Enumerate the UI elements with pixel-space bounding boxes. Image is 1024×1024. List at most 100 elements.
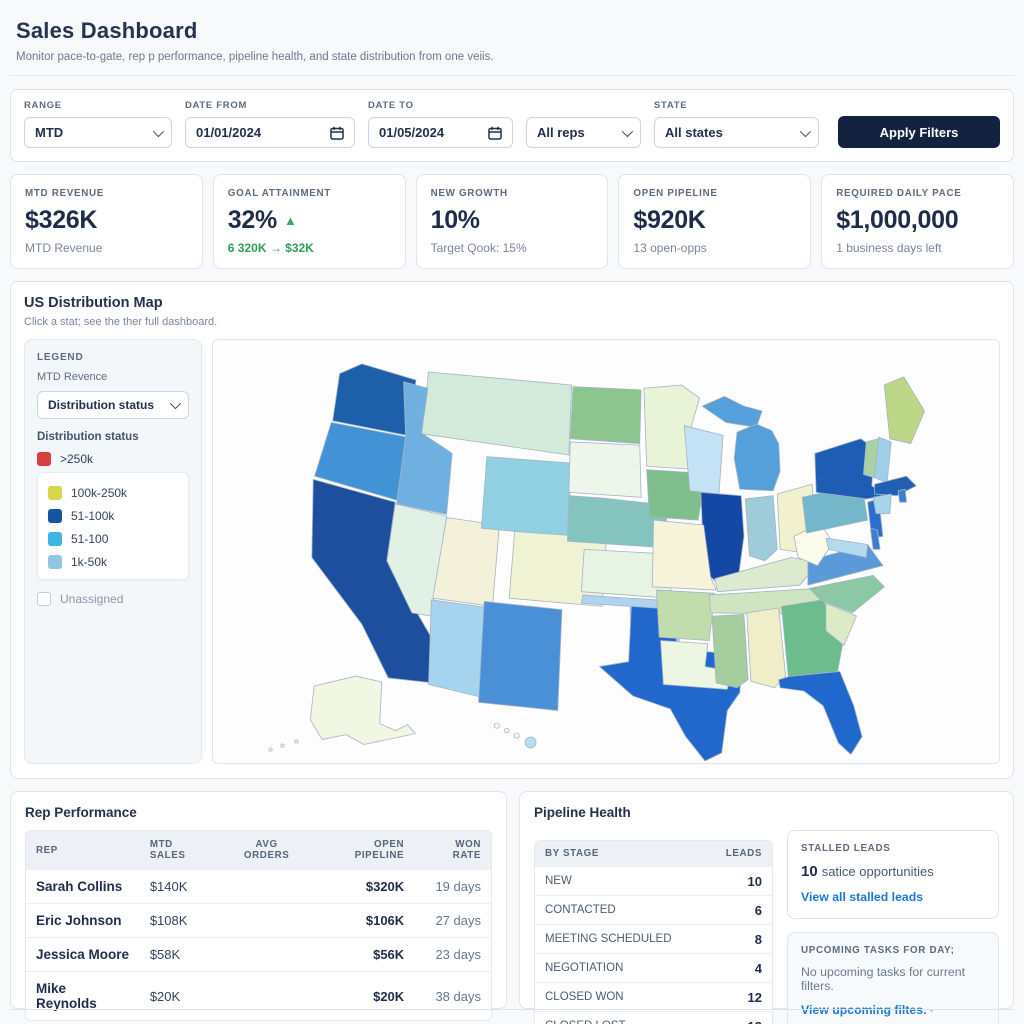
state-al[interactable] (747, 608, 786, 688)
table-row[interactable]: NEGOTIATION 4 (535, 953, 772, 983)
state-wi[interactable] (684, 426, 723, 494)
kpi-row: MTD REVENUE $326K MTD Revenue GOAL ATTAI… (10, 174, 1014, 269)
state-ak[interactable] (310, 676, 415, 744)
kpi-subtext: 1 business days left (836, 241, 942, 255)
view-stalled-leads-link[interactable]: View all stalled leads (801, 890, 924, 904)
col-by-stage: BY STAGE (535, 841, 707, 867)
reps-select[interactable]: All reps (526, 117, 641, 148)
open-pipeline-value: $106K (311, 903, 415, 938)
state-md[interactable] (826, 538, 868, 558)
state-in[interactable] (745, 496, 777, 561)
kpi-label: OPEN PIPELINE (633, 188, 718, 199)
leads-count: 4 (706, 953, 772, 983)
date-from-filter: DATE FROM 01/01/2024 (185, 100, 355, 148)
date-to-value: 01/05/2024 (379, 125, 445, 140)
legend-metric-select[interactable]: Distribution status (37, 391, 189, 419)
won-rate-value: 38 days (414, 971, 491, 1020)
chevron-down-icon (799, 125, 812, 137)
open-pipeline-value: $56K (311, 937, 415, 972)
bottom-row: Rep Performance REP MTD SALES AVG ORDERS… (10, 791, 1014, 1024)
pipeline-health-section: Pipeline Health BY STAGE LEADS NEW 10 CON… (519, 791, 1014, 1024)
state-hi[interactable] (525, 737, 536, 748)
state-nm[interactable] (479, 601, 562, 710)
col-mtd-sales: MTD SALES (139, 831, 222, 870)
state-sd[interactable] (569, 442, 641, 497)
leads-count: 10 (706, 866, 772, 896)
state-wa[interactable] (333, 364, 416, 436)
state-ri[interactable] (898, 489, 906, 502)
range-select[interactable]: MTD (24, 117, 172, 148)
upcoming-tasks-panel: UPCOMING TASKS FOR DAY; No upcoming task… (787, 932, 999, 1024)
state-de[interactable] (870, 528, 880, 549)
trend-up-icon: ▲ (283, 213, 297, 228)
state-mt[interactable] (422, 372, 572, 455)
date-to-filter: DATE TO 01/05/2024 (368, 100, 513, 148)
us-choropleth-map[interactable] (212, 339, 1000, 764)
state-me[interactable] (884, 377, 924, 444)
state-mi-upper[interactable] (702, 396, 762, 427)
table-row[interactable]: CLOSED LOST13 (535, 1011, 772, 1024)
unassigned-checkbox[interactable] (37, 592, 51, 606)
kpi-subtext: Target Qook: 15% (430, 241, 527, 255)
state-fl[interactable] (779, 671, 862, 754)
kpi-value-number: 32% (227, 206, 277, 234)
legend-item: 51-100 (48, 532, 178, 546)
state-nc[interactable] (809, 575, 884, 612)
col-avg-orders: AVG ORDERS (221, 831, 312, 870)
table-row[interactable]: NEW 10 (535, 866, 772, 896)
footer-divider (10, 1009, 1014, 1010)
rep-name: Sarah Collins (26, 869, 140, 904)
rep-performance-title: Rep Performance (25, 805, 137, 820)
rep-performance-section: Rep Performance REP MTD SALES AVG ORDERS… (10, 791, 507, 1021)
calendar-icon (488, 126, 502, 140)
avg-orders-value (221, 903, 312, 938)
reps-label (526, 100, 641, 111)
state-filter: STATE All states (654, 100, 819, 148)
open-pipeline-value: $320K (311, 869, 415, 904)
won-rate-value: 27 days (414, 903, 491, 938)
stage-label: NEGOTIATION (535, 953, 707, 983)
state-nv[interactable] (387, 504, 447, 616)
stage-label: MEETING SCHEDULED (535, 924, 707, 954)
mtd-sales-value: $140K (139, 869, 222, 904)
table-row[interactable]: Eric Johnson $108K $106K 27 days (26, 903, 491, 938)
state-ct[interactable] (873, 494, 891, 514)
state-mi[interactable] (734, 424, 780, 491)
date-to-input[interactable]: 01/05/2024 (368, 117, 513, 148)
state-hi-group (494, 723, 536, 748)
date-from-input[interactable]: 01/01/2024 (185, 117, 355, 148)
chevron-down-icon (621, 125, 634, 137)
page-header: Sales Dashboard Monitor pace-to-gate, re… (10, 0, 1014, 76)
avg-orders-value (221, 937, 312, 972)
pipeline-health-table: BY STAGE LEADS NEW 10 CONTACTED 6 MEETING … (534, 840, 773, 1024)
state-select[interactable]: All states (654, 117, 819, 148)
legend-swatch (37, 452, 51, 466)
table-row[interactable]: Mike Reynolds $20K $20K 38 days (26, 971, 491, 1020)
table-row[interactable]: Sarah Collins $140K $320K 19 days (26, 869, 491, 904)
state-wy[interactable] (481, 457, 571, 537)
won-rate-value: 23 days (414, 937, 491, 972)
state-ar[interactable] (656, 590, 714, 640)
state-ma[interactable] (875, 476, 917, 496)
stalled-leads-line: 10 satice opportunities (801, 863, 985, 880)
unassigned-row: Unassigned (37, 592, 189, 606)
table-row[interactable]: Jessica Moore $58K $56K 23 days (26, 937, 491, 972)
state-mo[interactable] (652, 520, 716, 590)
kpi-required-daily-pace: REQUIRED DAILY PACE $1,000,000 1 busines… (821, 174, 1014, 269)
state-sc[interactable] (826, 603, 857, 645)
pipeline-health-title: Pipeline Health (534, 805, 631, 820)
state-id[interactable] (397, 382, 453, 515)
map-legend: LEGEND MTD Revence Distribution status D… (24, 339, 202, 764)
table-row[interactable]: CONTACTED 6 (535, 895, 772, 925)
kpi-value: 10% (430, 206, 480, 234)
state-nd[interactable] (570, 387, 641, 444)
view-upcoming-filters-link[interactable]: View upcoming filtes. (801, 1003, 927, 1017)
stage-label: CLOSED WON (535, 982, 707, 1012)
legend-item: >250k (37, 452, 189, 466)
table-row[interactable]: CLOSED WON 12 (535, 982, 772, 1012)
kpi-open-pipeline: OPEN PIPELINE $920K 13 open-opps (618, 174, 812, 269)
state-ms[interactable] (712, 614, 748, 687)
apply-filters-button[interactable]: Apply Filters (838, 116, 1000, 148)
table-row[interactable]: MEETING SCHEDULED 8 (535, 924, 772, 954)
kpi-label: REQUIRED DAILY PACE (836, 188, 962, 199)
